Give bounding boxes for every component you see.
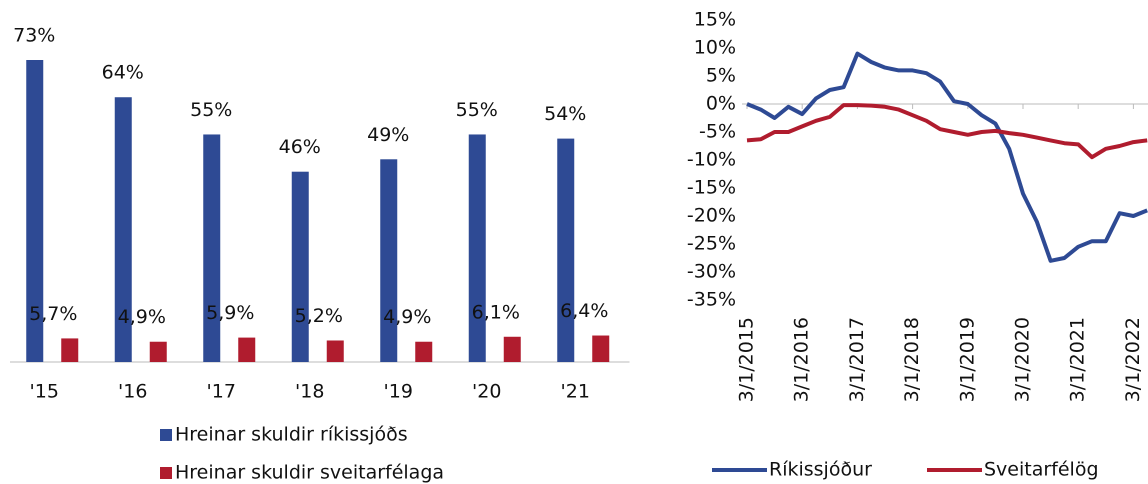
legend-swatch [160, 467, 172, 479]
bar [26, 60, 44, 362]
value-label: 54% [544, 103, 586, 125]
bar [61, 338, 79, 362]
value-label: 55% [190, 99, 232, 121]
bar [291, 171, 309, 362]
value-label: 6,4% [560, 300, 608, 322]
y-tick-label: 15% [694, 9, 736, 31]
x-tick-label: 3/1/2017 [846, 317, 868, 402]
x-tick-label: 3/1/2020 [1012, 317, 1034, 402]
legend-label: Hreinar skuldir ríkissjóðs [175, 424, 408, 446]
bar [468, 134, 486, 362]
y-tick-label: -15% [687, 177, 736, 199]
bar [326, 340, 344, 362]
y-tick-label: 5% [706, 65, 736, 87]
value-label: 4,9% [383, 306, 431, 328]
x-tick-label: 3/1/2015 [736, 317, 758, 402]
x-tick-label: '17 [207, 381, 236, 403]
y-tick-label: -20% [687, 205, 736, 227]
x-tick-label: 3/1/2016 [791, 317, 813, 402]
y-tick-label: -25% [687, 233, 736, 255]
value-label: 5,7% [29, 303, 77, 325]
x-tick-label: 3/1/2021 [1067, 317, 1089, 402]
x-tick-label: '19 [384, 381, 413, 403]
x-tick-label: 3/1/2019 [956, 317, 978, 402]
value-label: 64% [102, 62, 144, 84]
bar [114, 97, 132, 362]
bar [415, 341, 433, 362]
x-tick-label: '15 [30, 381, 59, 403]
bar [557, 138, 575, 362]
y-tick-label: -10% [687, 149, 736, 171]
line [746, 51, 1148, 263]
value-label: 46% [279, 136, 321, 158]
value-label: 73% [13, 25, 55, 47]
bar [149, 341, 167, 362]
x-tick-label: 3/1/2022 [1122, 317, 1144, 402]
bar [238, 337, 256, 362]
value-label: 5,2% [295, 305, 343, 327]
y-tick-label: 0% [706, 93, 736, 115]
legend-label: Ríkissjóður [769, 459, 872, 481]
y-tick-label: 10% [694, 37, 736, 59]
x-tick-label: '21 [561, 381, 590, 403]
bar [203, 134, 221, 362]
x-tick-label: '16 [118, 381, 147, 403]
legend-label: Sveitarfélög [984, 459, 1099, 481]
value-label: 49% [367, 124, 409, 146]
legend-swatch [160, 429, 172, 441]
bar [592, 335, 610, 362]
legend-label: Hreinar skuldir sveitarfélaga [175, 462, 444, 484]
value-label: 4,9% [118, 306, 166, 328]
bar [380, 159, 398, 362]
value-label: 55% [456, 99, 498, 121]
y-tick-label: -35% [687, 289, 736, 311]
x-tick-label: '20 [472, 381, 501, 403]
value-label: 5,9% [206, 302, 254, 324]
x-tick-label: '18 [295, 381, 324, 403]
x-tick-label: 3/1/2018 [901, 317, 923, 402]
bar [503, 336, 521, 362]
y-tick-label: -5% [699, 121, 736, 143]
value-label: 6,1% [472, 301, 520, 323]
y-tick-label: -30% [687, 261, 736, 283]
line [746, 103, 1148, 160]
